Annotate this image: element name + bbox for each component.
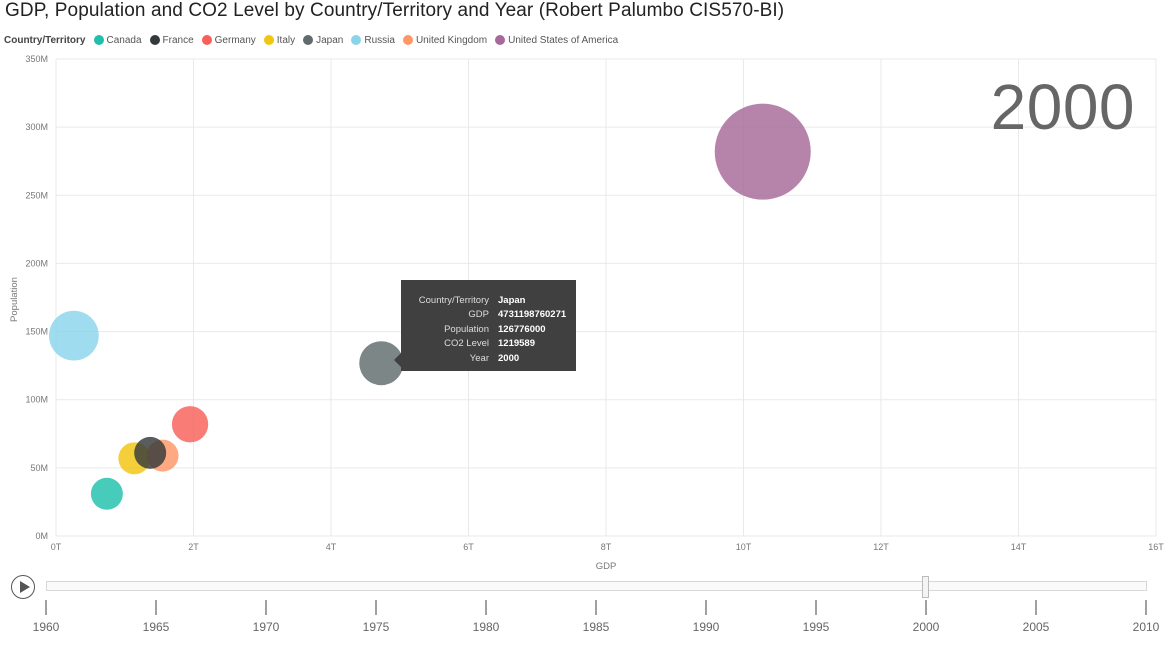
y-tick-label: 50M: [30, 463, 48, 473]
legend: Country/Territory Canada France Germany …: [4, 33, 626, 47]
play-axis-tick: [375, 600, 377, 615]
legend-label-germany: Germany: [214, 34, 256, 46]
bubble-canada[interactable]: [90, 477, 123, 510]
tooltip-key: GDP: [468, 309, 489, 320]
x-tick-label: 10T: [736, 542, 752, 552]
legend-label-france: France: [162, 34, 194, 46]
legend-item-canada[interactable]: Canada: [93, 34, 142, 46]
legend-marker-russia: [351, 35, 362, 45]
x-tick-label: 16T: [1148, 542, 1164, 552]
play-axis-year-label[interactable]: 1990: [692, 620, 720, 634]
play-axis-tick: [705, 600, 707, 615]
bubble-russia[interactable]: [48, 310, 99, 361]
play-axis-year-label[interactable]: 1970: [252, 620, 280, 634]
legend-item-germany[interactable]: Germany: [201, 34, 256, 46]
x-tick-label: 8T: [601, 542, 612, 552]
tooltip-row: Population 126776000: [401, 324, 576, 338]
tooltip-key: Population: [444, 324, 489, 335]
tooltip: Country/Territory Japan GDP 4731198760271 …: [394, 280, 576, 371]
legend-marker-japan: [303, 35, 314, 45]
legend-marker-germany: [201, 35, 212, 45]
bubble-united-states-of-america[interactable]: [714, 103, 811, 200]
legend-marker-united-states: [495, 35, 506, 45]
play-axis-year-label[interactable]: 2010: [1132, 620, 1160, 634]
legend-item-japan[interactable]: Japan: [303, 35, 343, 46]
play-axis-tick: [45, 600, 47, 615]
play-axis-year-label[interactable]: 1985: [582, 620, 610, 634]
chart-title: GDP, Population and CO2 Level by Country…: [5, 0, 785, 21]
play-axis-tick: [485, 600, 487, 615]
tooltip-value: 4731198760271: [498, 309, 567, 320]
play-axis-thumb[interactable]: [922, 576, 929, 598]
legend-label-united-states: United States of America: [508, 34, 619, 46]
tooltip-row: CO2 Level 1219589: [401, 338, 576, 352]
play-axis-tick: [925, 600, 927, 615]
legend-label-italy: Italy: [276, 34, 296, 46]
play-axis-year-label[interactable]: 1980: [472, 620, 500, 634]
x-tick-label: 0T: [51, 542, 62, 552]
play-axis-year-label[interactable]: 1995: [802, 620, 830, 634]
play-axis-tick: [265, 600, 267, 615]
bubble-france[interactable]: [134, 436, 167, 469]
play-axis-tick: [1035, 600, 1037, 615]
legend-label-united-kingdom: United Kingdom: [415, 34, 488, 46]
bubble-japan[interactable]: [359, 341, 404, 386]
play-button[interactable]: [11, 575, 35, 599]
tooltip-key: Year: [469, 353, 489, 364]
tooltip-row: Country/Territory Japan: [401, 295, 576, 309]
play-axis-tick: [815, 600, 817, 615]
x-tick-label: 14T: [1011, 542, 1027, 552]
tooltip-key: CO2 Level: [444, 338, 489, 349]
x-tick-label: 12T: [873, 542, 889, 552]
x-axis-title: GDP: [596, 561, 617, 572]
tooltip-row: GDP 4731198760271: [401, 309, 576, 323]
play-axis-tick: [155, 600, 157, 615]
y-tick-label: 200M: [25, 258, 48, 268]
play-axis-tick: [595, 600, 597, 615]
y-tick-label: 350M: [25, 54, 48, 64]
y-tick-label: 250M: [25, 190, 48, 200]
play-axis-track[interactable]: [46, 581, 1147, 591]
tooltip-value: 126776000: [498, 324, 546, 335]
legend-label-japan: Japan: [316, 34, 344, 46]
legend-item-united-states[interactable]: United States of America: [495, 35, 618, 46]
legend-item-united-kingdom[interactable]: United Kingdom: [402, 34, 488, 46]
play-axis-year-label[interactable]: 1960: [32, 620, 60, 634]
tooltip-value: 2000: [498, 353, 520, 364]
tooltip-row: Year 2000: [401, 353, 576, 367]
y-tick-label: 300M: [25, 122, 48, 132]
x-tick-label: 6T: [463, 542, 474, 552]
play-axis-year-label[interactable]: 2005: [1022, 620, 1050, 634]
tooltip-value: 1219589: [498, 338, 535, 349]
legend-label-russia: Russia: [364, 34, 395, 46]
legend-marker-united-kingdom: [402, 35, 413, 45]
play-axis-year-label[interactable]: 1975: [362, 620, 390, 634]
legend-title: Country/Territory: [4, 34, 86, 46]
x-tick-label: 4T: [326, 542, 337, 552]
legend-marker-italy: [263, 35, 274, 45]
y-axis-title: Population: [9, 277, 20, 322]
legend-marker-france: [149, 35, 160, 45]
play-axis-year-label[interactable]: 2000: [912, 620, 940, 634]
y-tick-label: 0M: [35, 531, 48, 541]
x-tick-label: 2T: [188, 542, 199, 552]
tooltip-key: Country/Territory: [418, 295, 489, 306]
legend-item-france[interactable]: France: [149, 34, 194, 46]
year-watermark: 2000: [990, 71, 1135, 143]
play-axis-year-label[interactable]: 1965: [142, 620, 170, 634]
y-tick-label: 150M: [25, 327, 48, 337]
tooltip-value: Japan: [498, 295, 526, 306]
legend-item-italy[interactable]: Italy: [263, 34, 296, 46]
play-axis-tick: [1145, 600, 1147, 615]
scatter-chart: 0T 2T 4T 6T 8T 10T 12T 14T 16T 0M 50M 100M 150M 200M 2…: [9, 54, 1164, 572]
legend-item-russia[interactable]: Russia: [351, 35, 395, 46]
legend-marker-canada: [93, 35, 104, 45]
bubble-germany[interactable]: [171, 406, 209, 443]
legend-label-canada: Canada: [106, 34, 142, 46]
y-tick-label: 100M: [25, 395, 48, 405]
